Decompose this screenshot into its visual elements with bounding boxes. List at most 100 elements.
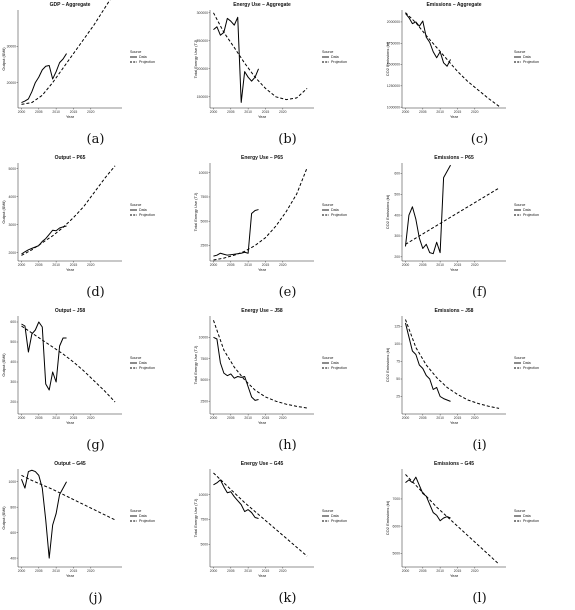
series-line-projection <box>21 325 116 403</box>
y-axis-label: Output ($Mil) <box>1 47 6 71</box>
chart-svg-b: Energy Use – Aggregate 2000 2005 2010 2015 20… <box>193 2 347 119</box>
chart-svg-k: Energy Use – G45 2000 2005 2010 2015 2020 5000… <box>193 461 347 578</box>
legend-entry: Projection <box>331 60 347 64</box>
x-tick-label: 2020 <box>87 416 95 420</box>
chart-title: Energy Use – G45 <box>241 461 284 467</box>
legend-entry: Projection <box>331 366 347 370</box>
legend-title: Source <box>322 203 333 207</box>
chart-panel-e: Energy Use – P65 2000 2005 2010 2015 2020 2500… <box>192 153 383 304</box>
x-tick-label: 2015 <box>262 416 270 420</box>
y-tick-label: 1250000 <box>387 84 400 88</box>
series-line-projection <box>405 474 500 565</box>
series-line-data <box>213 336 259 401</box>
x-tick-label: 2000 <box>210 416 218 420</box>
y-tick-label: 5000 <box>392 552 400 556</box>
chart-title: Emissions – J58 <box>435 308 474 314</box>
chart-panel-a: GDP – Aggregate 2000 2005 2010 2015 2020 20000… <box>0 0 191 151</box>
legend-entry: Data <box>331 55 339 59</box>
legend-entry: Data <box>523 514 531 518</box>
chart-panel-d: Output – P65 2000 2005 2010 2015 2020 2000 3000… <box>0 153 191 304</box>
legend-entry: Data <box>139 55 147 59</box>
chart-title: Output – G45 <box>54 461 86 467</box>
series-line-data <box>21 225 67 255</box>
x-tick-label: 2005 <box>419 263 427 267</box>
y-tick-label: 300 <box>394 234 400 238</box>
x-tick-label: 2015 <box>454 416 462 420</box>
legend-entry: Projection <box>331 519 347 523</box>
x-axis-label: Year <box>450 114 459 119</box>
y-tick-label: 600 <box>10 320 16 324</box>
y-tick-label: 1500000 <box>387 63 400 67</box>
chart-panel-g: Output – J58 2000 2005 2010 2015 2020 200 300 40… <box>0 306 191 457</box>
series-line-projection <box>213 12 308 101</box>
x-tick-label: 2005 <box>419 416 427 420</box>
x-tick-label: 2010 <box>52 569 60 573</box>
legend-entry: Projection <box>523 366 539 370</box>
y-tick-label: 20000 <box>7 81 17 85</box>
x-tick-label: 2000 <box>18 110 26 114</box>
series-line-projection <box>213 472 308 557</box>
series-line-projection <box>405 319 500 409</box>
y-tick-label: 10000 <box>199 493 209 497</box>
chart-panel-b: Energy Use – Aggregate 2000 2005 2010 2015 20… <box>192 0 383 151</box>
x-tick-label: 2000 <box>402 110 410 114</box>
y-tick-label: 2000000 <box>387 20 400 24</box>
legend-entry: Projection <box>139 213 155 217</box>
x-tick-label: 2020 <box>87 569 95 573</box>
y-tick-label: 7500 <box>200 195 208 199</box>
chart-panel-f: Emissions – P65 2000 2005 2010 2015 2020 200 30… <box>384 153 575 304</box>
legend-entry: Data <box>139 514 147 518</box>
x-tick-label: 2010 <box>52 263 60 267</box>
y-axis-label: Total Energy Use (TJ) <box>193 345 198 384</box>
y-axis-label: CO2 Emissions (kt) <box>385 41 390 76</box>
chart-title: Emissions – P65 <box>434 155 474 161</box>
chart-svg-j: Output – G45 2000 2005 2010 2015 2020 400 600 80… <box>1 461 155 578</box>
y-tick-label: 2000 <box>8 251 16 255</box>
series-line-projection <box>405 12 500 107</box>
y-axis-label: CO2 Emissions (kt) <box>385 347 390 382</box>
y-axis-label: Total Energy Use (TJ) <box>193 192 198 231</box>
x-tick-label: 2020 <box>279 416 287 420</box>
subfigure-caption: (b) <box>278 132 297 147</box>
x-tick-label: 2010 <box>436 416 444 420</box>
series-line-data <box>405 13 451 67</box>
series-line-data <box>21 469 67 559</box>
y-tick-label: 400 <box>10 556 16 560</box>
chart-panel-j: Output – G45 2000 2005 2010 2015 2020 400 600 80… <box>0 459 191 610</box>
y-tick-label: 600 <box>394 172 400 176</box>
y-tick-label: 1000 <box>8 480 16 484</box>
x-tick-label: 2010 <box>244 569 252 573</box>
series-line-data <box>213 209 259 257</box>
x-tick-label: 2015 <box>262 569 270 573</box>
y-axis-label: CO2 Emissions (kt) <box>385 194 390 229</box>
x-tick-label: 2010 <box>52 110 60 114</box>
x-tick-label: 2015 <box>70 110 78 114</box>
legend-entry: Data <box>331 208 339 212</box>
series-line-projection <box>405 187 500 245</box>
y-tick-label: 2500 <box>200 244 208 248</box>
y-tick-label: 125 <box>394 325 400 329</box>
x-tick-label: 2020 <box>87 263 95 267</box>
y-tick-label: 7500 <box>200 518 208 522</box>
legend-entry: Data <box>331 514 339 518</box>
subfigure-caption: (e) <box>278 285 297 300</box>
y-tick-label: 5000 <box>200 378 208 382</box>
series-line-projection <box>213 167 308 261</box>
x-tick-label: 2005 <box>227 110 235 114</box>
chart-panel-h: Energy Use – J58 2000 2005 2010 2015 2020 2500… <box>192 306 383 457</box>
x-tick-label: 2000 <box>402 263 410 267</box>
x-tick-label: 2010 <box>52 416 60 420</box>
chart-title: GDP – Aggregate <box>50 2 91 8</box>
legend-entry: Projection <box>331 213 347 217</box>
legend-entry: Projection <box>139 366 155 370</box>
y-tick-label: 7500 <box>200 357 208 361</box>
y-tick-label: 6000 <box>392 524 400 528</box>
y-tick-label: 400 <box>394 213 400 217</box>
